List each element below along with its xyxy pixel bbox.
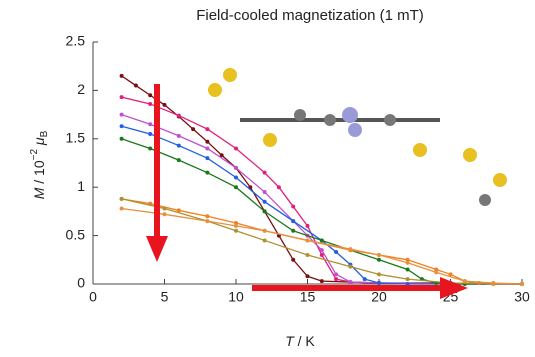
data-point: [306, 274, 310, 278]
data-point: [234, 146, 238, 150]
data-point: [277, 185, 281, 189]
y-label-var: M: [31, 187, 47, 199]
chart-title: Field-cooled magnetization (1 mT): [196, 7, 424, 24]
data-point: [234, 185, 238, 189]
data-point: [306, 253, 310, 257]
data-point: [205, 146, 209, 150]
data-point: [148, 102, 152, 106]
y-tick-label: 1: [77, 178, 85, 194]
data-point: [320, 238, 324, 242]
y-label-part: μ: [31, 137, 47, 149]
data-point: [263, 229, 267, 233]
x-axis-label: T / K: [285, 333, 315, 349]
y-tick-label: 0: [77, 275, 85, 291]
data-point: [263, 238, 267, 242]
data-point: [363, 277, 367, 281]
x-tick-label: 10: [228, 289, 244, 305]
molecule-illustration: [208, 68, 507, 206]
data-point: [134, 84, 138, 88]
y-tick-label: 2: [77, 81, 85, 97]
y-label-sub: B: [39, 130, 50, 137]
data-point: [205, 140, 209, 144]
data-point: [163, 212, 167, 216]
data-point: [348, 280, 352, 284]
data-point: [291, 205, 295, 209]
data-point: [334, 277, 338, 281]
series-line: [122, 126, 522, 284]
data-point: [234, 229, 238, 233]
data-point: [406, 277, 410, 281]
data-point: [120, 113, 124, 117]
data-point: [120, 206, 124, 210]
data-point: [306, 224, 310, 228]
series-line: [122, 208, 522, 284]
data-point: [291, 219, 295, 223]
data-point: [205, 214, 209, 218]
data-point: [205, 219, 209, 223]
data-point: [148, 146, 152, 150]
data-point: [291, 229, 295, 233]
data-point: [406, 261, 410, 265]
data-point: [205, 127, 209, 131]
y-label-part: / 10: [31, 160, 47, 187]
data-point: [163, 206, 167, 210]
data-point: [148, 122, 152, 126]
data-point: [263, 190, 267, 194]
y-tick-label: 2.5: [66, 33, 86, 49]
arrow-down-head: [146, 236, 168, 262]
data-point: [334, 250, 338, 254]
x-tick-label: 15: [300, 289, 316, 305]
data-point: [120, 197, 124, 201]
data-point: [463, 279, 467, 283]
data-point: [334, 272, 338, 276]
data-point: [148, 132, 152, 136]
data-point: [148, 93, 152, 97]
x-tick-label: 30: [514, 289, 530, 305]
data-point: [348, 247, 352, 251]
data-point: [263, 200, 267, 204]
data-point: [177, 144, 181, 148]
data-point: [177, 134, 181, 138]
data-point: [263, 209, 267, 213]
data-point: [177, 114, 181, 118]
data-point: [177, 158, 181, 162]
data-point: [191, 127, 195, 131]
x-tick-label: 5: [161, 289, 169, 305]
data-point: [377, 272, 381, 276]
data-point: [406, 267, 410, 271]
data-point: [377, 258, 381, 262]
data-point: [205, 156, 209, 160]
data-point: [320, 279, 324, 283]
x-tick-label: 20: [371, 289, 387, 305]
data-point: [120, 95, 124, 99]
data-point: [234, 176, 238, 180]
data-point: [120, 137, 124, 141]
chart: Field-cooled magnetization (1 mT) T / K …: [0, 0, 535, 352]
y-axis-label: M / 10−2 μB: [29, 130, 50, 199]
y-tick-label: 0.5: [66, 226, 86, 242]
data-point: [234, 166, 238, 170]
data-point: [434, 270, 438, 274]
data-point: [348, 265, 352, 269]
series-line: [122, 76, 522, 284]
data-point: [491, 281, 495, 285]
data-point: [377, 281, 381, 285]
data-point: [234, 224, 238, 228]
data-point: [163, 103, 167, 107]
data-point: [306, 238, 310, 242]
data-point: [263, 171, 267, 175]
data-point: [291, 258, 295, 262]
y-tick-label: 1.5: [66, 130, 86, 146]
data-point: [205, 171, 209, 175]
data-point: [377, 253, 381, 257]
data-point: [320, 248, 324, 252]
data-point: [120, 124, 124, 128]
data-point: [120, 74, 124, 78]
x-tick-label: 0: [89, 289, 97, 305]
x-label-unit: / K: [294, 333, 316, 349]
data-point: [520, 282, 524, 286]
y-label-sup: −2: [29, 149, 40, 161]
